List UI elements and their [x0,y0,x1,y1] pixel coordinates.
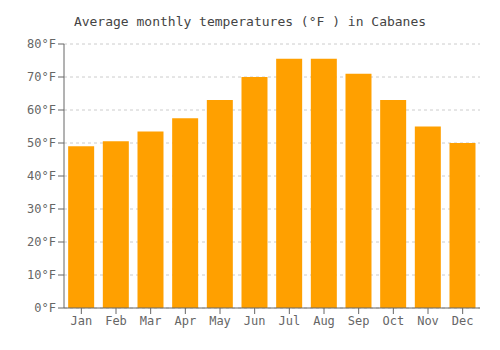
svg-text:Jul: Jul [278,314,300,328]
svg-text:30°F: 30°F [27,202,56,216]
svg-text:Aug: Aug [313,314,335,328]
svg-text:Mar: Mar [140,314,162,328]
svg-text:Nov: Nov [417,314,439,328]
svg-text:Sep: Sep [348,314,370,328]
svg-text:Jan: Jan [70,314,92,328]
svg-text:Jun: Jun [244,314,266,328]
svg-text:70°F: 70°F [27,70,56,84]
svg-text:50°F: 50°F [27,136,56,150]
svg-text:Dec: Dec [452,314,474,328]
svg-text:Oct: Oct [382,314,404,328]
svg-text:0°F: 0°F [34,301,56,315]
html-text:Average monthly temperatures (: Average monthly temperatures (°F ) in Ca… [73,14,427,29]
svg-text:40°F: 40°F [27,169,56,183]
svg-text:60°F: 60°F [27,103,56,117]
svg-text:Feb: Feb [105,314,127,328]
svg-text:10°F: 10°F [27,268,56,282]
svg-text:Apr: Apr [174,314,196,328]
svg-text:20°F: 20°F [27,235,56,249]
svg-text:May: May [209,314,231,328]
svg-text:80°F: 80°F [27,37,56,51]
